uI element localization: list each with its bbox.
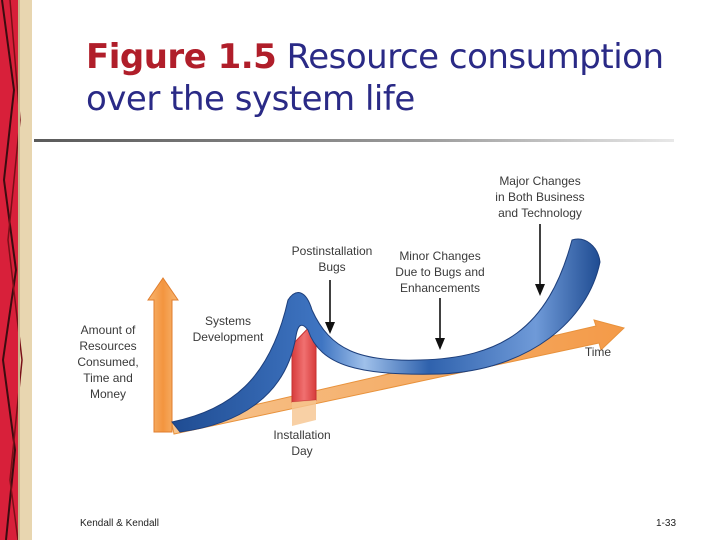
major-changes-arrow [535,224,545,296]
label-installation-day: Installation Day [273,428,331,458]
title-text: Resource consumption over the system lif… [86,37,664,119]
minor-changes-arrow [435,298,445,350]
title-figure-number: Figure 1.5 [86,37,277,77]
label-systems-development: Systems Development [192,314,264,344]
label-major-changes: Major Changes in Both Business and Techn… [495,174,585,220]
footer-author: Kendall & Kendall [80,518,159,529]
label-time: Time [584,345,612,359]
label-postinstallation-bugs: Postinstallation Bugs [291,244,373,274]
left-decorative-band [0,0,32,540]
label-y-axis: Amount of Resources Consumed, Time and M… [77,323,139,401]
label-minor-changes: Minor Changes Due to Bugs and Enhancemen… [395,249,485,295]
resource-curve [171,238,601,433]
footer-page-number: 1-33 [655,518,676,529]
title-divider [34,139,674,142]
resource-axis-arrow [147,277,179,433]
postinstallation-bugs-arrow [325,280,335,334]
slide-title: Figure 1.5 Resource consumption over the… [86,36,686,120]
